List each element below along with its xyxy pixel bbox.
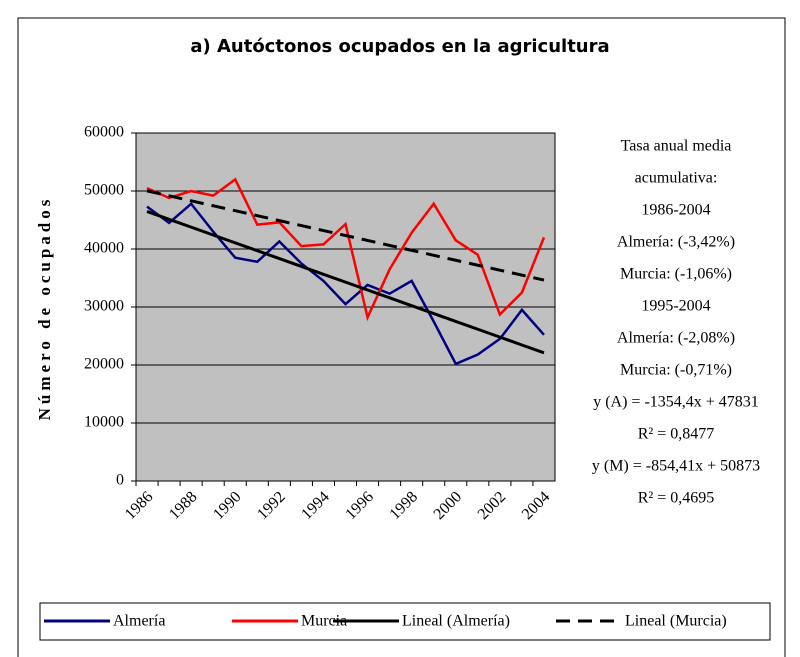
- chart-title: a) Autóctonos ocupados en la agricultura: [190, 36, 609, 57]
- series-line: [146, 210, 545, 355]
- annotation: 1986-2004: [641, 202, 710, 219]
- annotation: R² = 0,4695: [638, 490, 715, 507]
- y-tick-label: 40000: [84, 240, 124, 257]
- y-tick-label: 30000: [84, 298, 124, 315]
- legend-box: [39, 602, 771, 641]
- legend-label: Lineal (Almería): [402, 613, 510, 630]
- legend-label: Lineal (Murcia): [625, 613, 727, 630]
- annotation: acumulativa:: [635, 170, 718, 187]
- y-tick-label: 60000: [84, 124, 124, 141]
- annotation: 1995-2004: [641, 298, 710, 315]
- annotation: Tasa anual media: [621, 138, 732, 155]
- y-tick-label: 50000: [84, 182, 124, 199]
- y-axis-title: Número de ocupados: [35, 196, 54, 421]
- series-line: [146, 177, 546, 322]
- annotation: R² = 0,8477: [638, 426, 715, 443]
- annotation: Almería: (-3,42%): [617, 234, 735, 251]
- annotation: Murcia: (-1,06%): [620, 266, 732, 283]
- y-tick-label: 20000: [84, 356, 124, 373]
- annotation: y (A) = -1354,4x + 47831: [593, 394, 759, 411]
- y-tick-label: 10000: [84, 414, 124, 431]
- annotation: Almería: (-2,08%): [617, 330, 735, 347]
- legend-label: Murcia: [301, 613, 347, 630]
- annotation: Murcia: (-0,71%): [620, 362, 732, 379]
- legend-label: Almería: [113, 613, 165, 630]
- y-tick-label: 0: [116, 472, 124, 489]
- series-line: [146, 201, 545, 366]
- annotation: y (M) = -854,41x + 50873: [592, 458, 760, 475]
- series-line: [146, 189, 545, 282]
